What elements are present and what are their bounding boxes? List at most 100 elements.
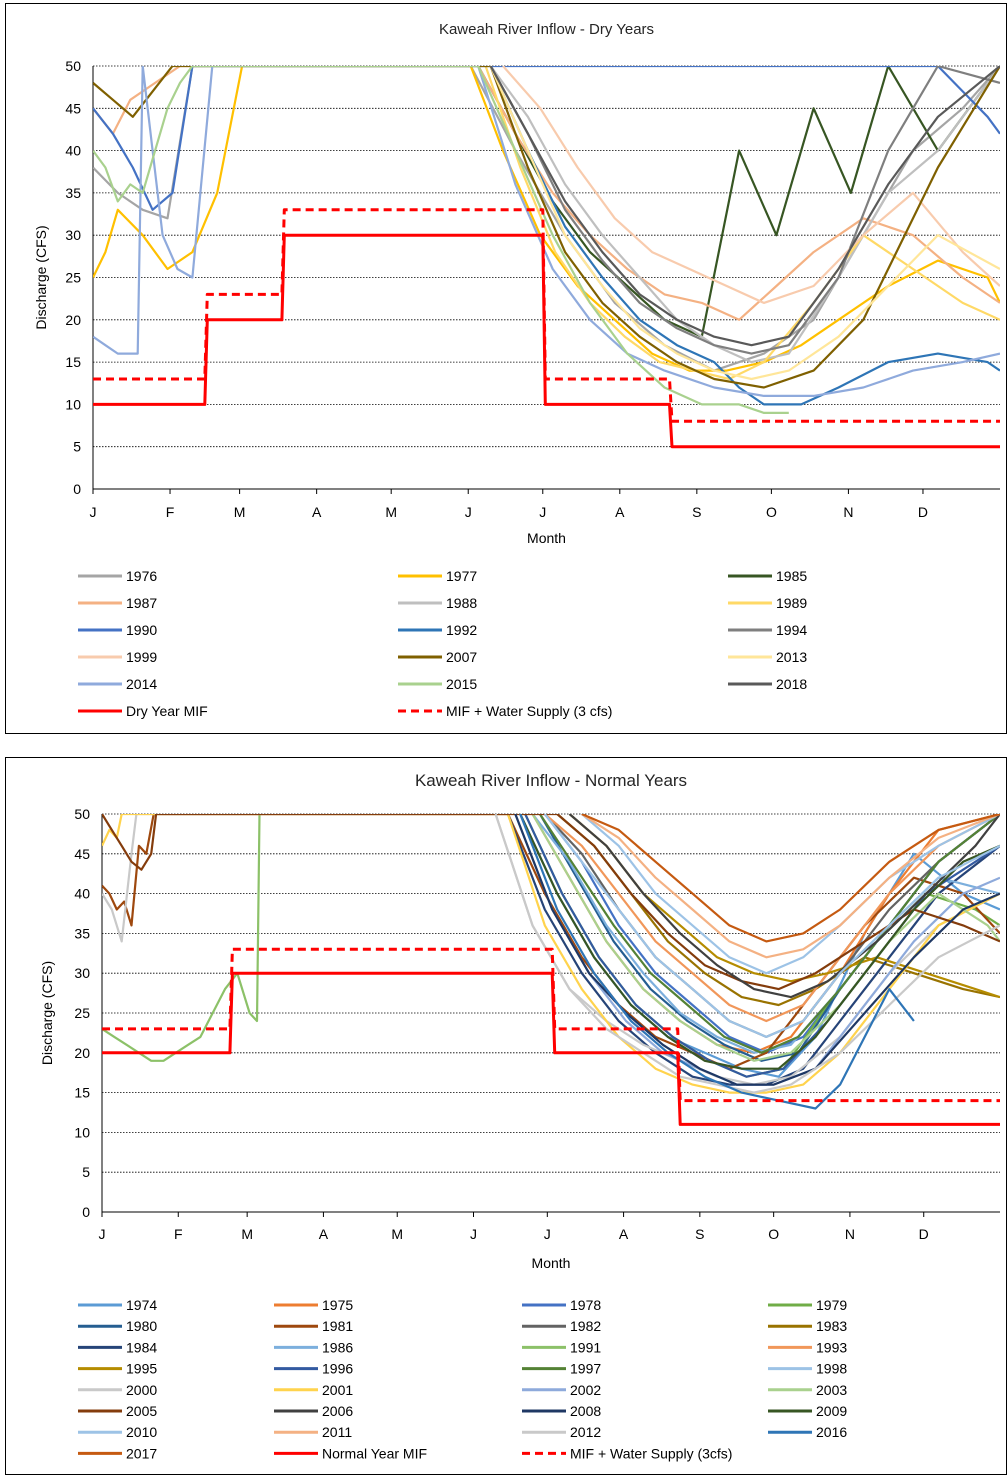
- x-tick-label: J: [465, 504, 472, 520]
- series-line-1998: [581, 814, 1000, 975]
- legend-label-1974: 1974: [126, 1297, 157, 1313]
- y-tick-label: 35: [65, 185, 81, 201]
- legend-label-1999: 1999: [126, 649, 157, 665]
- legend-label-2018: 2018: [776, 676, 807, 692]
- y-tick-label: 10: [65, 396, 81, 412]
- series-line-2018: [489, 66, 1000, 347]
- series-line-1992: [489, 66, 1000, 406]
- legend-label-2012: 2012: [570, 1424, 601, 1440]
- legend-label-1986: 1986: [322, 1339, 353, 1355]
- series-line-2009: [519, 814, 1000, 1070]
- series-line-2012: [494, 814, 1000, 1094]
- normal-years-chart: Kaweah River Inflow - Normal Years 0 5 10 15…: [39, 771, 1000, 1461]
- x-tick-label: F: [166, 504, 175, 520]
- y-tick-label: 20: [65, 312, 81, 328]
- y-tick-label: 15: [65, 354, 81, 370]
- legend-label-1995: 1995: [126, 1361, 157, 1377]
- x-tick-label: J: [470, 1226, 477, 1242]
- x-tick-label: M: [241, 1226, 253, 1242]
- y-axis-label: Discharge (CFS): [39, 961, 55, 1065]
- legend-label-1975: 1975: [322, 1297, 353, 1313]
- y-tick-label: 30: [74, 965, 90, 981]
- legend-label-1977: 1977: [446, 568, 477, 584]
- legend-label-1997: 1997: [570, 1361, 601, 1377]
- series-line-2010: [543, 814, 1000, 1038]
- dry-years-chart: Kaweah River Inflow - Dry Years 0 5 10 15 20 2…: [33, 21, 1000, 719]
- y-tick-label: 15: [74, 1085, 90, 1101]
- legend-label-2013: 2013: [776, 649, 807, 665]
- x-tick-label: A: [615, 504, 625, 520]
- y-axis-label: Discharge (CFS): [33, 225, 49, 329]
- x-tick-label: M: [385, 504, 397, 520]
- series-line-2016: [519, 814, 915, 1110]
- y-tick-label: 50: [65, 58, 81, 74]
- dry-years-chart-frame: Kaweah River Inflow - Dry Years 0 5 10 15 20 2…: [5, 3, 1007, 734]
- legend-label-1994: 1994: [776, 622, 807, 638]
- legend-label-2010: 2010: [126, 1424, 157, 1440]
- y-tick-label: 5: [82, 1164, 90, 1180]
- legend-label-2006: 2006: [322, 1403, 353, 1419]
- legend-label-1996: 1996: [322, 1361, 353, 1377]
- series-line-1997: [538, 814, 1000, 1054]
- legend-label-2005: 2005: [126, 1403, 157, 1419]
- x-tick-label: M: [234, 504, 246, 520]
- series-line-mif-water-supply-3-cfs: [93, 208, 1000, 423]
- legend-label-1988: 1988: [446, 595, 477, 611]
- series-line-normal-year-mif: [102, 971, 1000, 1126]
- legend-label-1993: 1993: [816, 1339, 847, 1355]
- x-tick-label: F: [174, 1226, 183, 1242]
- x-tick-label: S: [695, 1226, 704, 1242]
- legend-label-1985: 1985: [776, 568, 807, 584]
- y-tick-label: 5: [73, 439, 81, 455]
- chart-title: Kaweah River Inflow - Normal Years: [415, 771, 687, 790]
- legend-label-dry-year-mif: Dry Year MIF: [126, 703, 208, 719]
- series-line-2014: [93, 66, 1000, 397]
- y-tick-label: 35: [74, 925, 90, 941]
- series-line-1987: [93, 66, 1000, 321]
- legend-label-2017: 2017: [126, 1445, 157, 1461]
- x-tick-label: O: [768, 1226, 779, 1242]
- series-line-2001: [102, 814, 1000, 1094]
- legend-label-2007: 2007: [446, 649, 477, 665]
- series-line-1993: [544, 814, 1000, 1023]
- legend-label-1978: 1978: [570, 1297, 601, 1313]
- legend-label-1979: 1979: [816, 1297, 847, 1313]
- legend-label-2011: 2011: [322, 1424, 352, 1440]
- series-line-1989: [484, 66, 1000, 381]
- legend-label-2002: 2002: [570, 1382, 601, 1398]
- legend-label-normal-year-mif: Normal Year MIF: [322, 1445, 427, 1461]
- series-group: [102, 814, 1000, 1126]
- legend-label-1984: 1984: [126, 1339, 157, 1355]
- x-tick-label: A: [619, 1226, 629, 1242]
- series-line-1991: [102, 814, 261, 1062]
- legend-label-2015: 2015: [446, 676, 477, 692]
- x-tick-label: M: [391, 1226, 403, 1242]
- series-line-2003: [531, 814, 1000, 1062]
- x-tick-label: O: [766, 504, 777, 520]
- legend-label-mif-water-supply-3cfs: MIF + Water Supply (3cfs): [570, 1445, 732, 1461]
- series-line-1990: [93, 66, 1000, 211]
- x-axis-label: Month: [527, 530, 566, 546]
- legend-label-1980: 1980: [126, 1318, 157, 1334]
- x-tick-label: S: [692, 504, 701, 520]
- legend-label-2014: 2014: [126, 676, 157, 692]
- series-line-2007: [93, 66, 1000, 389]
- legend-label-2009: 2009: [816, 1403, 847, 1419]
- x-tick-label: D: [919, 1226, 929, 1242]
- x-tick-label: D: [918, 504, 928, 520]
- series-line-1999: [502, 66, 1000, 304]
- legend-label-2003: 2003: [816, 1382, 847, 1398]
- legend-label-1983: 1983: [816, 1318, 847, 1334]
- series-line-1985: [477, 66, 1000, 338]
- series-line-2013: [489, 66, 1000, 381]
- legend-label-1990: 1990: [126, 622, 157, 638]
- legend-label-1992: 1992: [446, 622, 477, 638]
- y-tick-label: 0: [73, 481, 81, 497]
- series-line-2006: [568, 814, 1000, 999]
- y-tick-label: 45: [74, 846, 90, 862]
- x-tick-label: A: [312, 504, 322, 520]
- series-line-2017: [581, 814, 1000, 943]
- x-tick-label: J: [99, 1226, 106, 1242]
- x-tick-label: J: [539, 504, 546, 520]
- legend-label-1981: 1981: [322, 1318, 353, 1334]
